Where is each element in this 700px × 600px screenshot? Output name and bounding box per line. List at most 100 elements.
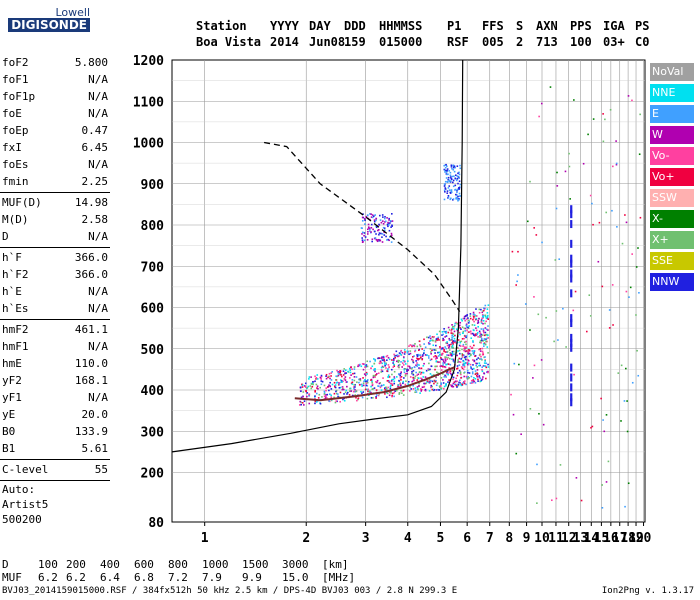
- echo-point: [352, 390, 355, 393]
- echo-point: [390, 368, 393, 371]
- echo-point: [323, 392, 326, 394]
- echo-point: [383, 387, 386, 389]
- echo-point: [347, 370, 349, 373]
- echo-point: [453, 339, 456, 342]
- echo-point: [433, 388, 436, 391]
- echo-point: [423, 385, 426, 388]
- param-value: 2.58: [81, 213, 109, 226]
- echo-point: [361, 241, 364, 244]
- echo-point: [468, 352, 471, 355]
- echo-point: [448, 179, 451, 182]
- echo-point: [299, 400, 302, 403]
- noise-point: [615, 162, 618, 165]
- echo-point: [482, 365, 485, 367]
- echo-point: [452, 347, 455, 349]
- echo-point: [460, 384, 463, 387]
- noise-point: [582, 162, 585, 165]
- echo-point: [447, 372, 449, 375]
- echo-point: [445, 383, 447, 385]
- echo-point: [320, 374, 323, 377]
- echo-point: [453, 361, 455, 363]
- echo-point: [317, 387, 319, 390]
- echo-point: [440, 385, 442, 387]
- echo-point: [310, 376, 312, 378]
- echo-point: [479, 350, 482, 352]
- echo-point: [435, 344, 437, 347]
- y-tick-label: 200: [141, 467, 165, 482]
- param-value: 55: [94, 463, 108, 476]
- echo-point: [484, 360, 486, 362]
- echo-point: [451, 352, 454, 354]
- noise-point: [516, 280, 518, 283]
- echo-point: [461, 348, 463, 351]
- echo-point: [386, 389, 388, 391]
- echo-point: [373, 375, 375, 378]
- echo-point: [482, 319, 485, 322]
- row-label: D: [2, 558, 9, 571]
- echo-point: [469, 317, 472, 320]
- echo-point: [331, 383, 334, 386]
- echo-point: [458, 173, 461, 176]
- echo-point: [421, 348, 423, 350]
- echo-point: [406, 351, 409, 354]
- echo-point: [385, 355, 388, 358]
- echo-point: [400, 354, 402, 356]
- echo-point: [447, 363, 450, 365]
- echo-point: [437, 388, 439, 391]
- echo-point: [315, 376, 318, 379]
- echo-point: [388, 239, 390, 242]
- echo-point: [447, 176, 450, 179]
- header-field-value: C0: [635, 35, 650, 49]
- echo-point: [364, 364, 367, 367]
- echo-point: [448, 367, 450, 369]
- table-cell: 600: [134, 558, 154, 571]
- echo-point: [385, 391, 388, 394]
- echo-point: [451, 167, 453, 170]
- echo-point: [397, 359, 400, 362]
- echo-point: [366, 379, 369, 381]
- echo-point: [480, 321, 483, 323]
- noise-point: [591, 202, 593, 205]
- noise-point: [511, 250, 514, 253]
- echo-point: [458, 364, 461, 366]
- echo-point: [387, 374, 390, 377]
- echo-point: [396, 360, 398, 363]
- echo-point: [390, 392, 392, 394]
- echo-point: [395, 354, 398, 357]
- ionospheric-parameters-panel: foF2 5.800 foF1 N/A foF1p N/A foE N/A foEp 0.47 fx…: [0, 54, 110, 482]
- echo-point: [429, 379, 432, 382]
- y-tick-label: 800: [141, 219, 165, 234]
- echo-point: [350, 374, 352, 376]
- param-name: yE: [2, 408, 16, 421]
- echo-point: [382, 377, 384, 379]
- legend-item: SSE: [650, 252, 694, 270]
- echo-point: [466, 329, 468, 332]
- echo-point: [442, 382, 445, 384]
- echo-point: [457, 350, 459, 352]
- echo-point: [465, 375, 468, 378]
- echo-point: [379, 360, 382, 363]
- echo-point: [461, 319, 463, 322]
- echo-point: [403, 360, 406, 362]
- echo-point: [447, 194, 450, 197]
- echo-point: [457, 383, 460, 386]
- x-tick-label: 20: [636, 531, 652, 546]
- echo-point: [474, 370, 477, 372]
- echo-point: [454, 174, 457, 177]
- echo-point: [399, 372, 402, 375]
- echo-point: [397, 384, 400, 386]
- echo-point: [482, 314, 485, 317]
- noise-point: [536, 502, 538, 504]
- interference-segment: [570, 289, 573, 298]
- echo-point: [386, 223, 389, 226]
- header-field-label: Station: [196, 19, 247, 33]
- echo-point: [486, 312, 489, 314]
- echo-point: [454, 188, 457, 191]
- noise-point: [526, 220, 529, 223]
- echo-point: [465, 343, 467, 346]
- echo-point: [335, 382, 338, 384]
- echo-point: [412, 344, 414, 347]
- echo-point: [475, 315, 478, 317]
- echo-point: [476, 332, 479, 334]
- param-row: M(D) 2.58: [0, 211, 110, 228]
